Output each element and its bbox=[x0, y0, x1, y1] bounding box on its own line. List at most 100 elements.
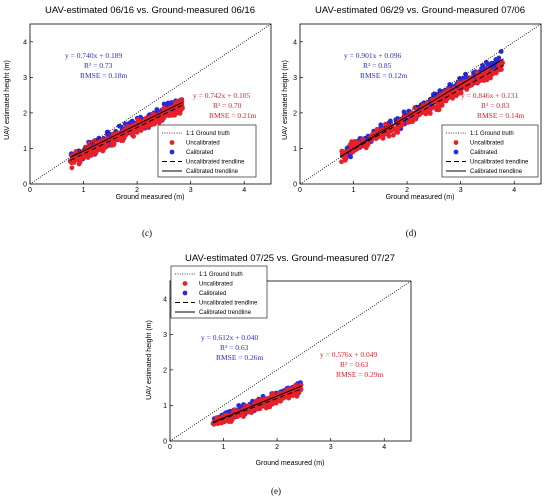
panel-c-calibrated-point bbox=[96, 135, 102, 141]
panel-d-uncalibrated-point bbox=[365, 142, 371, 148]
panel-d-xtick-1: 1 bbox=[352, 187, 356, 194]
panel-c-uncalibrated-point bbox=[76, 161, 82, 167]
panel-e-legend-uncalibrated-trendline: Uncalibrated trendline bbox=[199, 301, 258, 307]
panel-e-legend-uncalibrated-swatch bbox=[182, 281, 188, 286]
panel-e-uncalibrated-stats: y = 0.576x + 0.049 R² = 0.63 RMSE = 0.29… bbox=[320, 350, 384, 379]
panel-e-uncalibrated-equation: y = 0.576x + 0.049 bbox=[320, 350, 377, 359]
panel-c-uncalibrated-point bbox=[74, 157, 80, 163]
panel-c-legend-box bbox=[157, 124, 257, 178]
panel-d-uncalibrated-r2: R² = 0.83 bbox=[481, 101, 510, 110]
panel-d-uncalibrated-point bbox=[347, 142, 353, 148]
panel-d-calibrated-point bbox=[378, 122, 384, 128]
panel-e-ytick-2: 2 bbox=[163, 367, 167, 374]
panel-e-legend-calibrated-swatch bbox=[182, 290, 188, 296]
panel-c-uncalibrated-r2: R² = 0.70 bbox=[213, 101, 242, 110]
panel-c-ytick-4: 4 bbox=[23, 39, 27, 46]
panel-e-legend-calibrated-trendline: Calibrated trendline bbox=[199, 310, 252, 316]
panel-e-legend-one-to-one: 1:1 Ground truth bbox=[199, 272, 243, 278]
panel-c-legend-one-to-one: 1:1 Ground truth bbox=[186, 131, 230, 137]
panel-d-uncalibrated-point bbox=[458, 90, 464, 96]
panel-c-points bbox=[67, 97, 185, 171]
panel-c-uncalibrated-point bbox=[158, 117, 164, 122]
panel-c-legend-calibrated-swatch bbox=[169, 149, 175, 155]
panel-c-uncalibrated-point bbox=[145, 124, 151, 130]
panel-c-title: UAV-estimated 06/16 vs. Ground-measured … bbox=[45, 5, 255, 16]
panel-d-uncalibrated-stats: y = 0.846x + 0.131 R² = 0.83 RMSE = 0.14… bbox=[461, 91, 525, 120]
panel-d-uncalibrated-point bbox=[391, 132, 396, 138]
panel-e-ytick-3: 3 bbox=[163, 332, 167, 339]
panel-d-legend-uncalibrated-swatch bbox=[453, 140, 459, 145]
panel-c-calibrated-point bbox=[161, 101, 167, 107]
panel-c-calibrated-r2: R² = 0.73 bbox=[84, 61, 113, 70]
panel-c-xlabel: Ground measured (m) bbox=[116, 194, 185, 201]
panel-e-xlabel: Ground measured (m) bbox=[256, 460, 325, 467]
panel-d-plot-area: 0 1 2 3 4 0 1 2 3 4 bbox=[293, 23, 542, 194]
panel-e-uncalibrated-point bbox=[291, 392, 297, 398]
panel-c-calibrated-point bbox=[127, 120, 133, 125]
panel-e-xtick-4: 4 bbox=[382, 444, 386, 451]
panel-d-calibrated-point bbox=[457, 76, 462, 81]
panel-d-axes-frame bbox=[299, 23, 542, 185]
panel-c-xtick-0: 0 bbox=[28, 187, 32, 194]
panel-c-uncalibrated-trendline bbox=[69, 104, 183, 161]
panel-d-legend-uncalibrated-trendline: Uncalibrated trendline bbox=[470, 160, 529, 166]
panel-d-uncalibrated-point bbox=[373, 136, 379, 142]
panel-d-calibrated-point bbox=[484, 59, 489, 65]
panel-d-uncalibrated-point bbox=[383, 121, 388, 127]
panel-c-ytick-1: 1 bbox=[23, 146, 27, 153]
panel-c-uncalibrated-point bbox=[135, 127, 141, 133]
panel-c-legend: 1:1 Ground truth Uncalibrated Calibrated… bbox=[157, 124, 257, 178]
panel-d-calibrated-equation: y = 0.901x + 0.096 bbox=[344, 51, 401, 60]
panel-e-xtick-1: 1 bbox=[222, 444, 226, 451]
panel-c-calibrated-point bbox=[105, 132, 110, 138]
panel-e-points bbox=[210, 380, 304, 427]
panel-d-calibrated-trendline bbox=[339, 58, 504, 157]
panel-d-ytick-4: 4 bbox=[293, 39, 297, 46]
panel-d-uncalibrated-point bbox=[374, 126, 380, 132]
panel-d-uncalibrated-point bbox=[413, 105, 418, 111]
panel-e-calibrated-r2: R² = 0.63 bbox=[220, 343, 249, 352]
panel-d-legend: 1:1 Ground truth Uncalibrated Calibrated… bbox=[441, 124, 539, 178]
panel-d-uncalibrated-point bbox=[420, 110, 425, 115]
panel-c-legend-calibrated-trendline: Calibrated trendline bbox=[186, 169, 239, 175]
panel-d-xtick-3: 3 bbox=[459, 187, 463, 194]
panel-d-uncalibrated-point bbox=[399, 121, 404, 127]
panel-c-uncalibrated-point bbox=[175, 105, 181, 110]
panel-c-xtick-4: 4 bbox=[242, 187, 246, 194]
panel-e-xtick-2: 2 bbox=[275, 444, 279, 451]
panel-d-calibrated-point bbox=[471, 70, 476, 75]
panel-d-caption: (d) bbox=[406, 228, 417, 238]
panel-e-uncalibrated-point bbox=[232, 407, 238, 413]
panel-c: UAV-estimated 06/16 vs. Ground-measured … bbox=[4, 5, 272, 238]
panel-c-plot-area: 0 1 2 3 4 0 1 2 3 4 bbox=[23, 23, 272, 194]
panel-d-uncalibrated-point bbox=[489, 71, 495, 77]
panel-c-calibrated-stats: y = 0.740x + 0.189 R² = 0.73 RMSE = 0.18… bbox=[65, 51, 128, 80]
panel-d-ylabel: UAV estimated height (m) bbox=[282, 60, 289, 140]
panel-e-title: UAV-estimated 07/25 vs. Ground-measured … bbox=[185, 253, 395, 264]
panel-c-legend-uncalibrated: Uncalibrated bbox=[186, 141, 220, 147]
panel-e: UAV-estimated 07/25 vs. Ground-measured … bbox=[146, 253, 412, 496]
panel-e-ticks: 0 1 2 3 4 0 1 2 3 4 bbox=[163, 296, 386, 451]
panel-c-uncalibrated-point bbox=[111, 142, 116, 148]
panel-d-ytick-2: 2 bbox=[293, 110, 297, 117]
panel-d-uncalibrated-rmse: RMSE = 0.14m bbox=[477, 111, 525, 120]
panel-c-uncalibrated-point bbox=[93, 150, 99, 155]
panel-e-calibrated-rmse: RMSE = 0.26m bbox=[216, 353, 264, 362]
panel-d-uncalibrated-point bbox=[394, 125, 400, 131]
panel-d-one-to-one-line bbox=[299, 23, 542, 185]
panel-e-legend-uncalibrated: Uncalibrated bbox=[199, 282, 233, 288]
panel-c-calibrated-rmse: RMSE = 0.18m bbox=[80, 71, 128, 80]
panel-c-legend-uncalibrated-swatch bbox=[169, 140, 175, 145]
panel-c-legend-calibrated: Calibrated bbox=[186, 150, 213, 156]
panel-c-uncalibrated-point bbox=[130, 133, 136, 138]
panel-d: UAV-estimated 06/29 vs. Ground-measured … bbox=[282, 5, 542, 238]
panel-e-calibrated-trendline bbox=[212, 385, 302, 423]
panel-e-uncalibrated-point bbox=[270, 391, 276, 396]
panel-d-legend-calibrated: Calibrated bbox=[470, 150, 497, 156]
panel-d-calibrated-point bbox=[498, 49, 504, 54]
panel-d-calibrated-rmse: RMSE = 0.12m bbox=[360, 71, 408, 80]
panel-c-uncalibrated-point bbox=[69, 165, 75, 171]
panel-d-uncalibrated-point bbox=[431, 105, 437, 110]
panel-d-legend-calibrated-swatch bbox=[453, 149, 459, 155]
panel-e-uncalibrated-point bbox=[292, 383, 298, 389]
